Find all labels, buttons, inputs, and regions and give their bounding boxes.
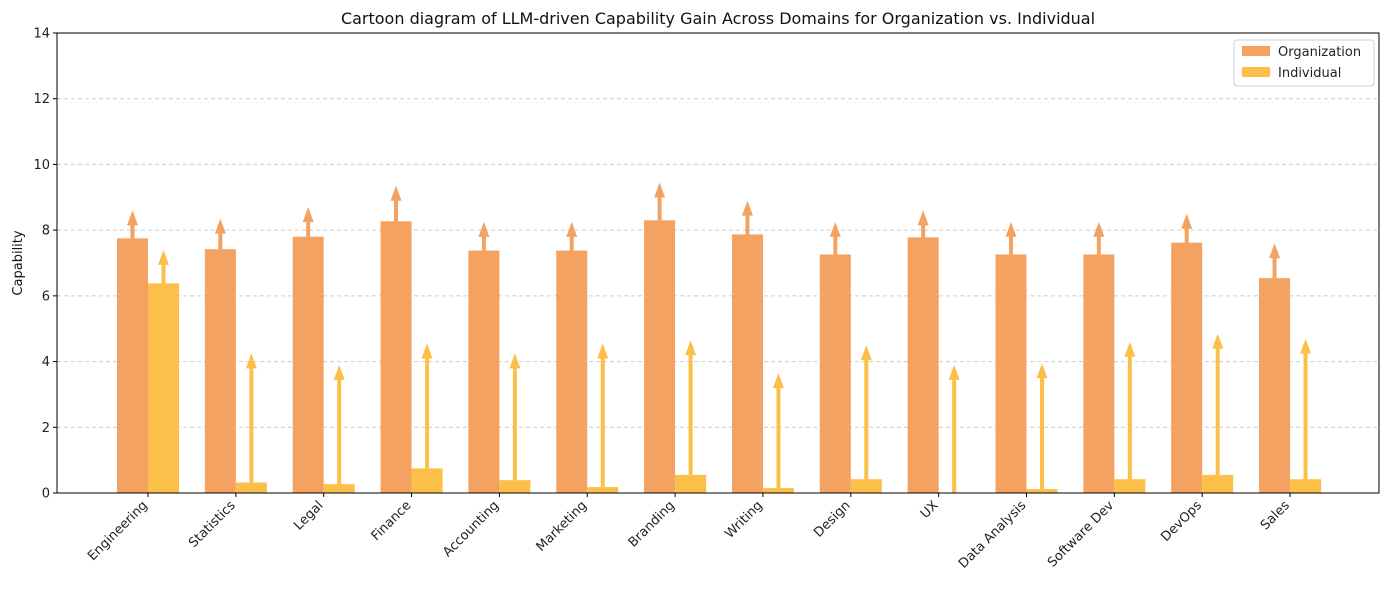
bar-individual [762,488,794,493]
bar-organization [1083,254,1115,493]
bar-organization [117,238,148,493]
arrow-head-organization [1093,221,1105,237]
bar-organization [468,250,500,493]
y-tick-label: 14 [33,27,50,42]
arrow-head-individual [1124,341,1136,357]
chart-title: Cartoon diagram of LLM-driven Capability… [341,9,1095,28]
arrow-head-individual [772,373,784,389]
y-tick-label: 6 [42,289,50,304]
arrow-head-organization [478,221,490,237]
legend: Organization Individual [1233,39,1375,87]
arrow-head-individual [1212,333,1224,349]
arrow-head-organization [829,221,841,237]
x-tick-label: Branding [626,498,678,550]
arrow-head-individual [421,343,433,359]
y-tick-label: 4 [42,355,50,370]
x-tick-label: Sales [1258,498,1293,533]
arrow-head-organization [654,182,666,198]
x-ticks: Engineering Statistics Legal Finance Account… [85,493,1293,572]
x-tick-label: Accounting [440,498,502,560]
bar-organization [907,237,939,493]
y-axis-label: Capability [11,230,26,295]
arrow-head-individual [1300,338,1312,354]
legend-swatch-organization [1242,46,1270,56]
arrow-head-organization [390,185,402,201]
plot-frame [56,32,1380,494]
x-tick-label: Finance [369,498,415,544]
y-tick-label: 8 [42,224,50,239]
bar-individual [411,468,443,493]
bar-individual [587,487,619,493]
arrow-head-individual [685,340,697,356]
bar-individual [499,480,531,493]
arrow-head-organization [917,210,929,226]
arrow-head-organization [566,221,578,237]
y-tick-label: 2 [42,421,50,436]
bar-individual [850,479,882,493]
bar-organization [819,254,851,493]
arrow-head-organization [1269,243,1281,259]
bar-organization [292,236,324,493]
x-tick-label: Data Analysis [956,498,1030,572]
arrow-head-organization [1005,221,1017,237]
y-ticks: 0 2 4 6 8 10 12 14 [33,27,57,502]
bar-individual [1026,489,1058,493]
bar-organization [556,250,588,493]
bar-individual [1202,474,1234,493]
y-tick-label: 0 [42,487,50,502]
legend-swatch-individual [1242,67,1270,77]
arrow-head-organization [127,210,138,226]
x-tick-label: Statistics [186,498,239,551]
arrow-head-individual [948,364,960,380]
arrow-head-organization [741,200,753,216]
x-tick-label: Software Dev [1045,498,1117,570]
bar-organization [731,234,763,493]
arrow-head-organization [214,218,226,234]
bar-individual [675,474,707,493]
bar-organization [1171,242,1203,493]
bar-individual [1114,479,1146,493]
x-tick-label: Engineering [85,498,151,564]
legend-label-organization: Organization [1278,45,1361,60]
bar-individual [1290,479,1322,493]
arrow-head-individual [597,343,609,359]
arrow-head-individual [509,353,521,369]
arrow-head-individual [860,345,872,361]
marks [117,182,1322,494]
x-tick-label: DevOps [1158,498,1205,545]
bar-organization [995,254,1027,493]
arrow-head-individual [333,364,345,380]
arrow-head-organization [1181,213,1193,229]
bar-organization [1259,278,1291,493]
bar-organization [204,249,236,493]
arrow-head-individual [245,353,257,369]
arrow-head-individual [1036,363,1048,379]
grid [57,98,1379,428]
arrow-head-organization [302,207,314,223]
bar-organization [380,221,412,493]
x-tick-label: Legal [291,498,326,533]
x-tick-label: Design [811,498,853,540]
arrow-head-individual [158,249,169,265]
bar-individual [235,482,267,493]
bar-individual [323,484,355,493]
bar-organization [644,220,676,494]
x-tick-label: Marketing [534,498,590,554]
bar-individual [148,283,179,493]
y-tick-label: 12 [33,92,50,107]
y-tick-label: 10 [33,158,50,173]
x-tick-label: Writing [722,498,765,541]
legend-label-individual: Individual [1278,66,1341,81]
x-tick-label: UX [918,498,942,522]
